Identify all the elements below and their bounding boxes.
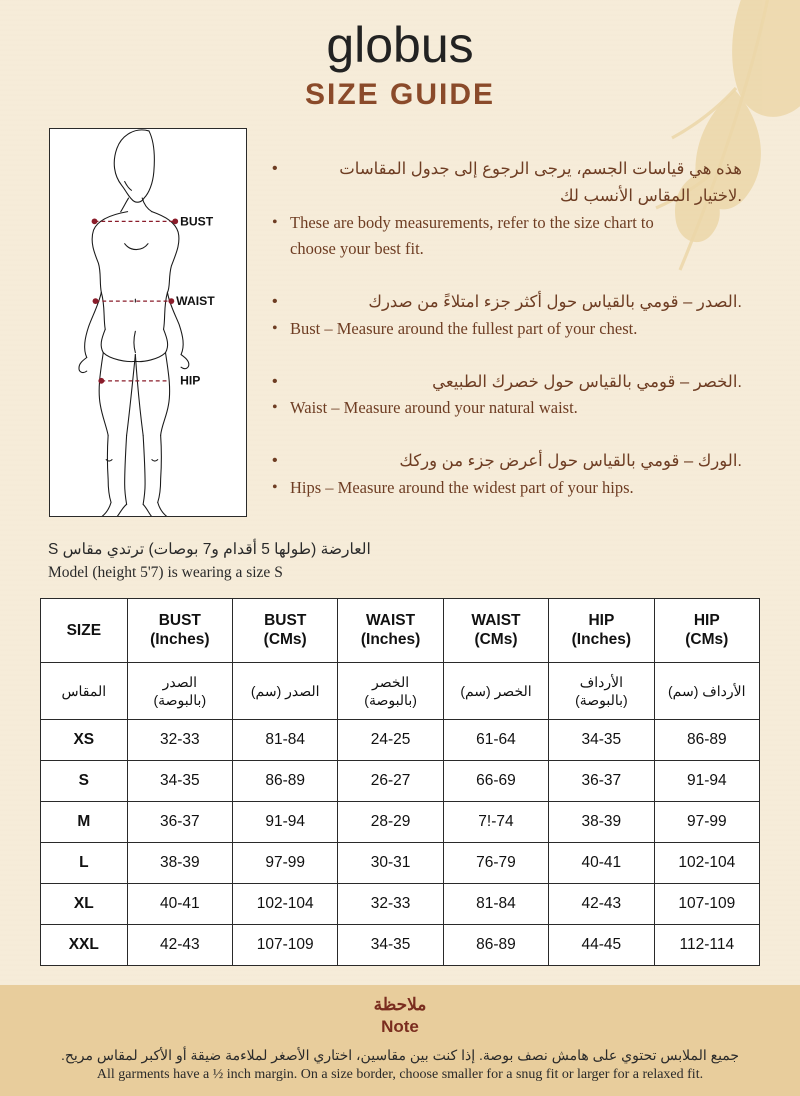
svg-text:HIP: HIP — [180, 374, 200, 388]
svg-text:BUST: BUST — [180, 214, 214, 228]
svg-text:WAIST: WAIST — [176, 294, 215, 308]
